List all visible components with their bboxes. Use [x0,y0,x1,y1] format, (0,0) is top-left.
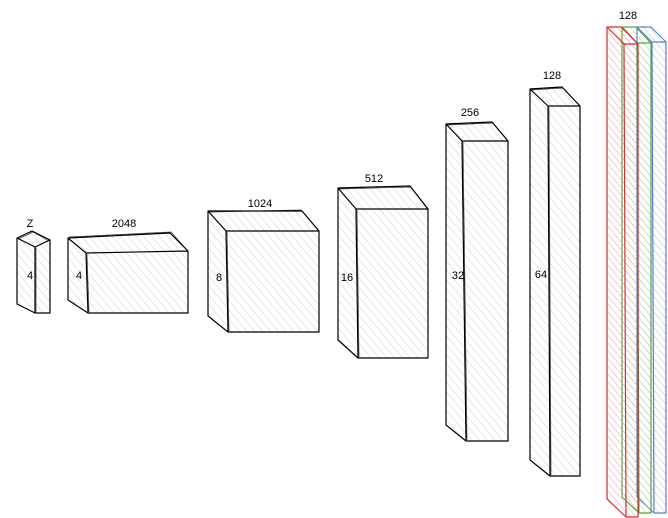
block-top-label: 2048 [112,218,136,230]
block-top-face [530,87,580,106]
block-side-label: 16 [341,272,353,284]
block-top-label: Z [27,218,34,230]
block-side-label: 4 [27,270,33,282]
block-top-face [17,231,50,247]
block-256: 256 32 [445,107,509,442]
block-side-face [208,211,228,332]
block-front-face [86,251,188,313]
channel-front-face [637,43,651,513]
block-outline [445,121,509,442]
block-outline [337,185,429,359]
block-front-face [356,209,428,358]
block-1024: 1024 8 [207,198,320,333]
block-sketch-outline [68,231,188,313]
block-sketch-outline [530,87,580,476]
block-top-label: 512 [365,173,383,185]
channel-side-face [607,27,626,517]
block-sketch-outline [17,231,50,312]
block-front-face [35,240,50,313]
block-outline [16,230,51,314]
block-top-label: 256 [461,107,479,119]
block-z: Z 4 [16,218,51,314]
channel-top-face [637,27,666,42]
channel-top-face [607,27,638,44]
block-top-label: 128 [543,70,561,82]
block-top-face [208,211,319,231]
block-side-face [446,124,466,441]
block-sketch-outline [338,186,428,358]
output-channel-red [606,26,639,518]
block-side-face [530,89,550,476]
block-side-label: 64 [535,269,547,281]
block-outline [67,232,189,314]
block-side-label: 32 [452,270,464,282]
block-top-label: 1024 [248,198,272,210]
block-front-face [226,231,319,332]
block-128: 128 64 [529,70,581,477]
block-side-face [68,238,88,313]
block-top-face [338,186,428,209]
output-block-rgb: 128 [606,10,667,518]
block-side-label: 8 [216,272,222,284]
block-sketch-outline [446,122,508,441]
block-2048: 2048 4 [67,218,189,314]
channel-outline [606,26,639,518]
channel-front-face [624,44,638,517]
block-outline [529,86,581,477]
block-top-face [68,233,188,253]
block-front-face [548,106,580,476]
block-side-label: 4 [76,270,82,282]
block-side-face [17,238,35,313]
block-sketch-outline [208,209,319,332]
output-top-label: 128 [619,10,637,22]
channel-front-face [652,42,666,513]
block-front-face [462,141,508,441]
channel-top-face [622,27,651,43]
block-top-face [446,122,508,141]
block-512: 512 16 [337,173,429,359]
block-side-face [338,188,358,358]
